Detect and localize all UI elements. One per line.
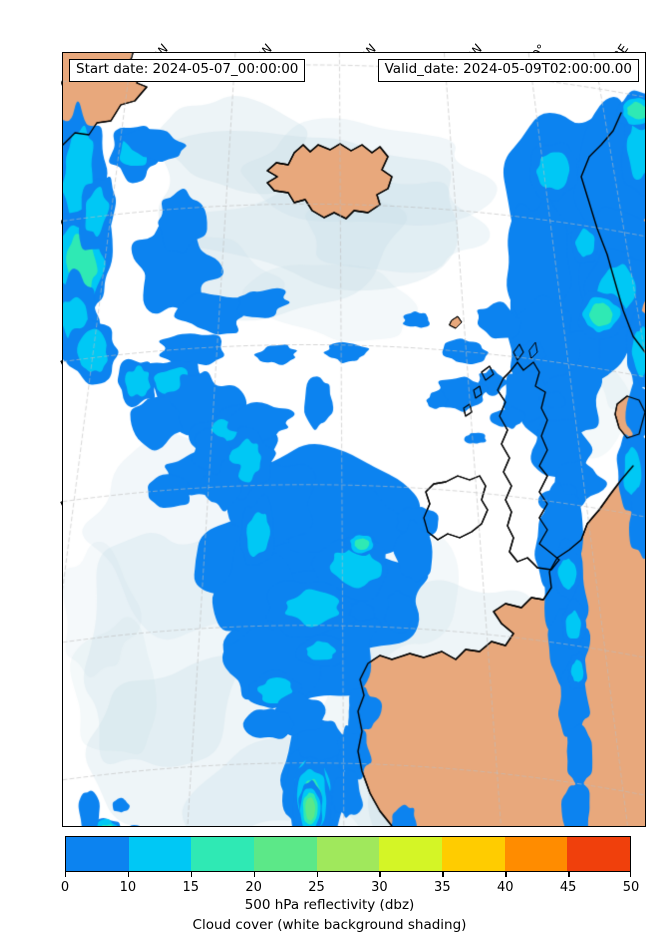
figure-caption: 500 hPa reflectivity (dbz) Cloud cover (… (0, 896, 659, 935)
colorbar-label-3: 20 (245, 880, 262, 895)
colorbar-label-0: 0 (60, 880, 70, 895)
colorbar-label-8: 45 (559, 880, 577, 895)
colorbar-segment-1 (128, 837, 192, 871)
caption-line-reflectivity: 500 hPa reflectivity (dbz) (244, 897, 415, 913)
colorbar-tick-3 (253, 872, 256, 877)
colorbar-tick-8 (568, 872, 570, 877)
colorbar-container: 0 10 15 20 25 30 35 40 45 50 (61, 836, 639, 895)
colorbar-segment-8 (567, 837, 631, 871)
map-plot-area[interactable]: Start date: 2024-05-07_00:00:00 Valid_da… (62, 52, 646, 827)
colorbar-label-5: 30 (371, 880, 388, 895)
colorbar-segment-4 (316, 837, 380, 871)
caption-line-cloud-cover: Cloud cover (white background shading) (192, 916, 467, 933)
reflectivity-cloud-cover-map (63, 53, 645, 826)
colorbar-tick-2 (190, 872, 193, 877)
colorbar-segment-2 (191, 837, 255, 871)
colorbar-segment-0 (66, 837, 129, 871)
colorbar-segment-5 (379, 837, 443, 871)
colorbar-label-1: 10 (119, 880, 137, 895)
colorbar-tick-6 (442, 872, 444, 877)
colorbar-label-2: 15 (182, 880, 200, 895)
colorbar-segment-6 (442, 837, 505, 871)
colorbar-tick-7 (505, 872, 507, 877)
colorbar-ticks (65, 872, 631, 880)
colorbar-tick-4 (316, 872, 318, 877)
reflectivity-colorbar (65, 836, 631, 872)
colorbar-tick-1 (127, 872, 130, 877)
colorbar-label-7: 40 (496, 880, 514, 895)
colorbar-label-9: 50 (622, 880, 640, 895)
colorbar-tick-9 (629, 872, 631, 877)
colorbar-segment-7 (504, 837, 568, 871)
colorbar-tick-5 (379, 872, 381, 877)
colorbar-tick-labels: 0 10 15 20 25 30 35 40 45 50 (61, 880, 639, 900)
colorbar-label-4: 25 (308, 880, 325, 895)
colorbar-label-6: 35 (434, 880, 451, 895)
colorbar-tick-0 (65, 872, 67, 877)
start-date-annotation: Start date: 2024-05-07_00:00:00 (69, 59, 306, 82)
colorbar-segment-3 (254, 837, 317, 871)
valid-date-annotation: Valid_date: 2024-05-09T02:00:00.00 (377, 59, 639, 82)
